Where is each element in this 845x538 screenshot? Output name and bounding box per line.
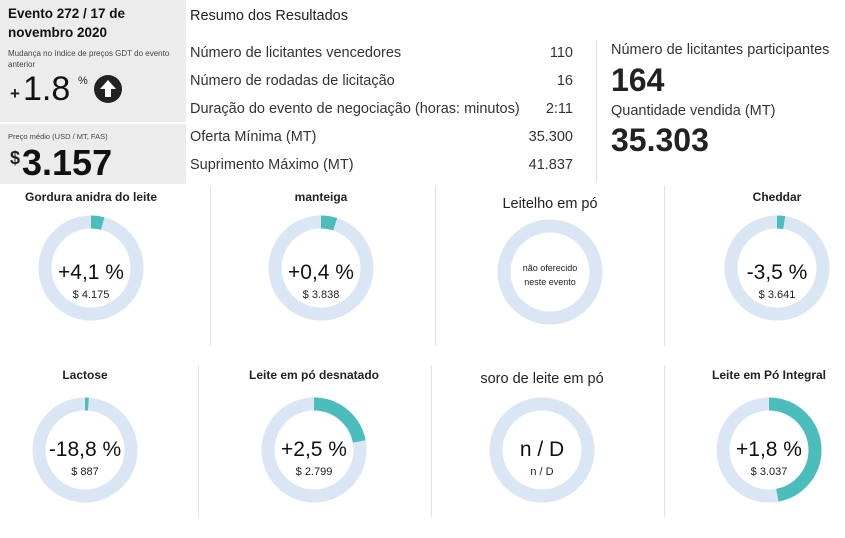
product-price: $ 887 bbox=[71, 466, 99, 478]
product-name: Gordura anidra do leite bbox=[24, 190, 158, 204]
product-change: +4,1 % bbox=[58, 261, 124, 284]
product-change: +2,5 % bbox=[281, 438, 347, 461]
summary-row-label: Número de rodadas de licitação bbox=[190, 73, 395, 89]
sold-label: Quantidade vendida (MT) bbox=[611, 103, 776, 119]
summary-row-label: Número de licitantes vencedores bbox=[190, 45, 402, 61]
index-change-label: Mudança no índice de preços GDT do event… bbox=[8, 49, 170, 69]
change-ring bbox=[261, 397, 367, 503]
product-price: $ 4.175 bbox=[72, 289, 110, 301]
summary-row-value: 35.300 bbox=[528, 129, 573, 145]
product-price: $ 2.799 bbox=[295, 466, 333, 478]
sold-value: 35.303 bbox=[611, 122, 709, 158]
product-name: Leitelho em pó bbox=[502, 196, 598, 212]
grid-divider bbox=[435, 186, 436, 346]
product-name: Leite em Pó Integral bbox=[711, 368, 827, 382]
change-ring bbox=[489, 397, 595, 503]
product-name: soro de leite em pó bbox=[480, 371, 604, 387]
summary-row: Número de rodadas de licitação 16 bbox=[190, 73, 573, 93]
up-arrow-icon bbox=[94, 75, 122, 103]
grid-divider bbox=[431, 365, 432, 517]
event-title: Evento 272 / 17 de novembro 2020 bbox=[8, 6, 126, 40]
change-ring bbox=[38, 215, 144, 321]
product-card[interactable]: Leite em Pó Integral +1,8 % $ 3.037 bbox=[689, 368, 845, 538]
participants-value: 164 bbox=[611, 62, 665, 98]
product-price: n / D bbox=[530, 466, 554, 478]
summary-row: Duração do evento de negociação (horas: … bbox=[190, 101, 573, 121]
change-ring bbox=[716, 397, 822, 503]
summary-title: Resumo dos Resultados bbox=[190, 8, 348, 24]
summary-row: Oferta Mínima (MT) 35.300 bbox=[190, 129, 573, 149]
product-change: +0,4 % bbox=[288, 261, 354, 284]
not-offered-note: neste evento bbox=[524, 277, 576, 287]
change-ring bbox=[32, 397, 138, 503]
grid-divider bbox=[664, 365, 665, 517]
average-price-label: Preço médio (USD / MT, FAS) bbox=[8, 132, 108, 141]
summary-row-label: Suprimento Máximo (MT) bbox=[190, 157, 354, 173]
product-card[interactable]: Leitelho em pó não oferecido neste event… bbox=[470, 190, 630, 360]
index-change-sign: + bbox=[10, 84, 20, 103]
product-price: $ 3.838 bbox=[302, 289, 340, 301]
product-card[interactable]: Lactose -18,8 % $ 887 bbox=[5, 368, 165, 538]
average-price-currency: $ bbox=[10, 148, 21, 168]
product-price: $ 3.037 bbox=[750, 466, 788, 478]
product-price: $ 3.641 bbox=[758, 289, 796, 301]
panel-divider bbox=[0, 122, 186, 124]
grid-divider bbox=[210, 186, 211, 346]
change-ring bbox=[724, 215, 830, 321]
product-name: manteiga bbox=[294, 190, 348, 204]
average-price-value: 3.157 bbox=[22, 142, 113, 183]
event-panel: Evento 272 / 17 de novembro 2020 Mudança… bbox=[0, 0, 186, 184]
product-change: +1,8 % bbox=[736, 438, 802, 461]
summary-row-value: 2:11 bbox=[545, 101, 573, 117]
product-card[interactable]: Cheddar -3,5 % $ 3.641 bbox=[697, 190, 845, 360]
product-card[interactable]: Gordura anidra do leite +4,1 % $ 4.175 bbox=[11, 190, 171, 360]
index-change-unit: % bbox=[78, 75, 88, 87]
grid-divider bbox=[664, 186, 665, 346]
summary-row-label: Duração do evento de negociação (horas: … bbox=[190, 101, 520, 117]
product-name: Lactose bbox=[62, 368, 108, 382]
change-ring bbox=[268, 215, 374, 321]
index-change-value: 1.8 bbox=[23, 70, 71, 108]
change-ring bbox=[497, 219, 603, 325]
summary-row-label: Oferta Mínima (MT) bbox=[190, 129, 317, 145]
summary-row-value: 41.837 bbox=[528, 157, 573, 173]
product-card[interactable]: Leite em pó desnatado +2,5 % $ 2.799 bbox=[234, 368, 394, 538]
product-name: Cheddar bbox=[752, 190, 802, 204]
product-change: n / D bbox=[519, 438, 565, 461]
grid-divider bbox=[198, 365, 199, 517]
product-change: -3,5 % bbox=[746, 261, 808, 284]
product-name: Leite em pó desnatado bbox=[248, 368, 380, 382]
product-card[interactable]: manteiga +0,4 % $ 3.838 bbox=[241, 190, 401, 360]
product-change: -18,8 % bbox=[48, 438, 122, 461]
participants-label: Número de licitantes participantes bbox=[611, 42, 830, 58]
product-card[interactable]: soro de leite em pó n / D n / D bbox=[462, 368, 622, 538]
summary-row-value: 16 bbox=[556, 73, 573, 89]
not-offered-note: não oferecido bbox=[522, 263, 578, 273]
summary-row: Suprimento Máximo (MT) 41.837 bbox=[190, 157, 573, 177]
summary-row: Número de licitantes vencedores 110 bbox=[190, 45, 573, 65]
summary-divider bbox=[596, 40, 597, 182]
summary-row-value: 110 bbox=[549, 45, 573, 61]
